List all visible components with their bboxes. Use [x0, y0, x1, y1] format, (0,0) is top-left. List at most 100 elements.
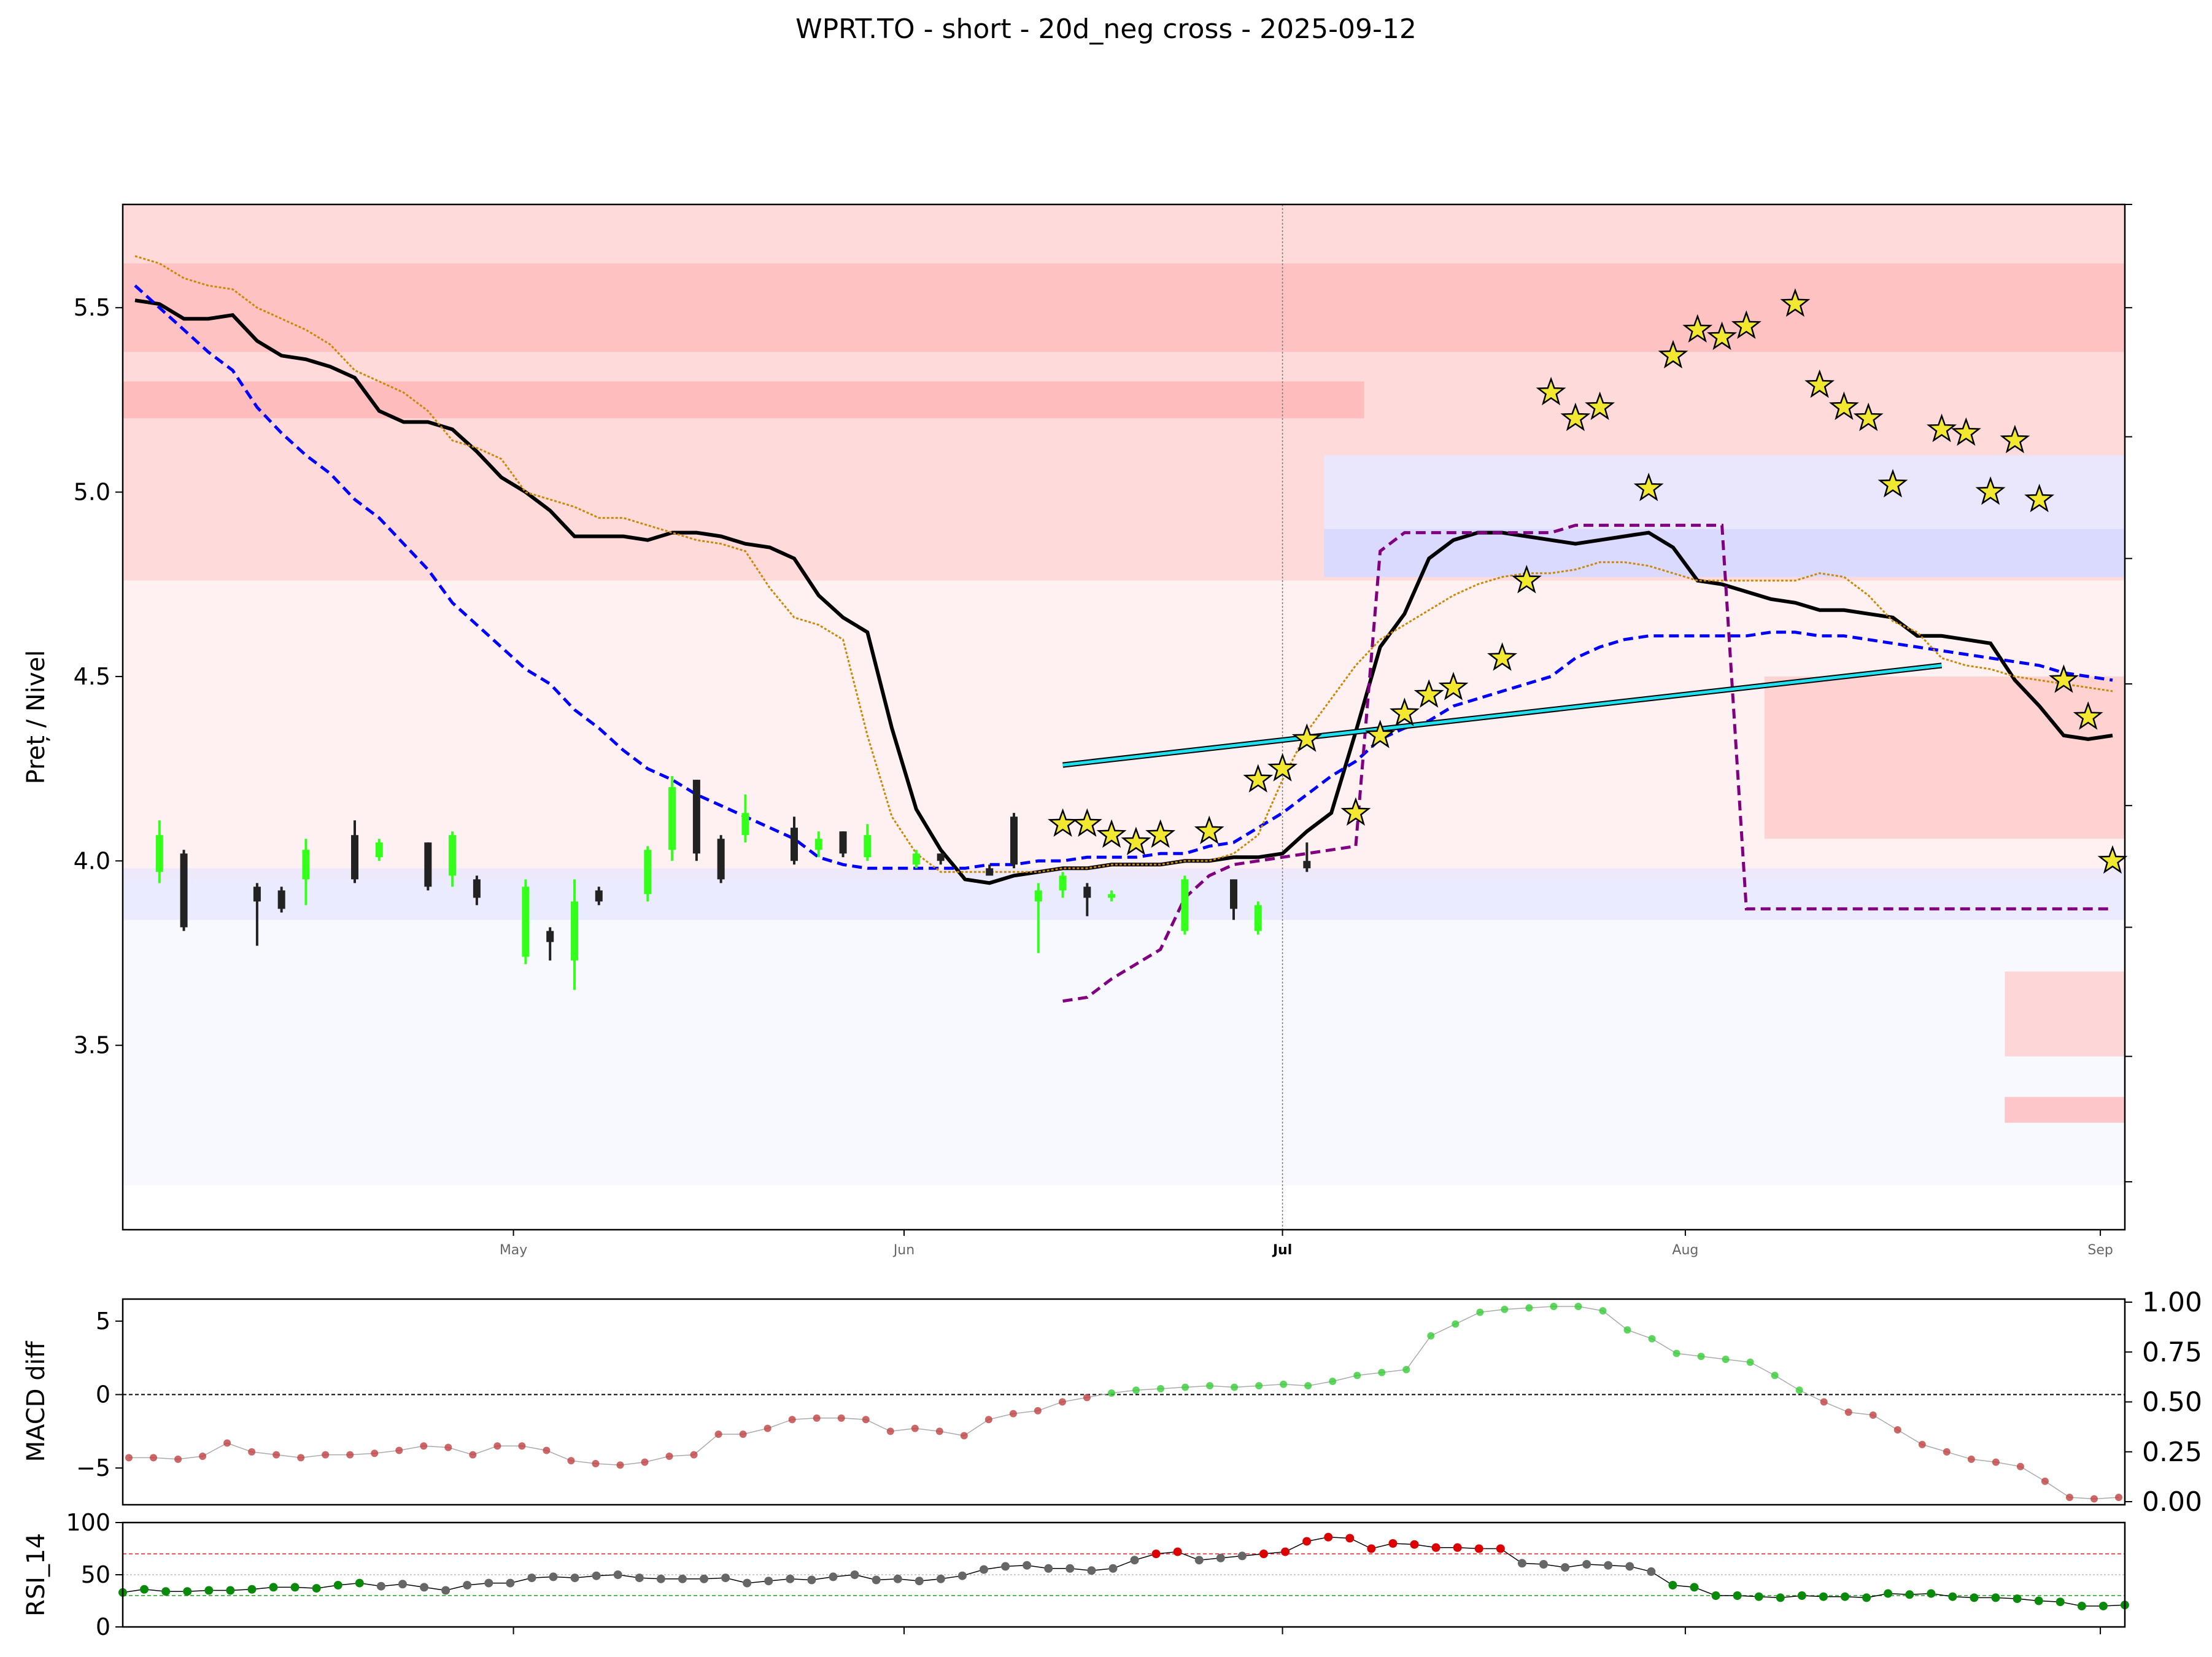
rsi-line: [122, 1537, 2125, 1607]
rsi-point: [1087, 1566, 1096, 1575]
candle-body: [522, 887, 530, 957]
rsi-point: [2013, 1594, 2022, 1604]
macd-point: [1452, 1320, 1460, 1328]
macd-point: [371, 1449, 379, 1457]
price-zone-band: [1324, 529, 2125, 577]
macd-point: [346, 1451, 354, 1459]
y-tick-label: 4.0: [74, 847, 110, 874]
macd-point: [837, 1414, 845, 1422]
rsi-point: [226, 1586, 235, 1595]
macd-point: [1550, 1302, 1558, 1310]
rsi-point: [1970, 1593, 1979, 1602]
macd-point: [2115, 1494, 2122, 1502]
rsi-point: [1324, 1532, 1333, 1542]
signal-star: [1804, 369, 1835, 398]
candle-body: [1303, 861, 1311, 869]
macd-point: [1648, 1335, 1656, 1343]
rsi-point: [807, 1575, 816, 1585]
signal-star: [1389, 697, 1420, 726]
macd-point: [788, 1416, 796, 1424]
macd-point: [960, 1432, 968, 1440]
macd-right-tick-label: 0.00: [2142, 1486, 2202, 1518]
signal-star: [1194, 815, 1224, 845]
signal-star: [1731, 310, 1761, 340]
rsi-point: [872, 1575, 881, 1585]
macd-point: [1599, 1307, 1607, 1315]
price-panel-frame: [122, 203, 2126, 1231]
signal-star: [1927, 413, 1957, 443]
rsi-point: [829, 1572, 838, 1581]
macd-point: [199, 1453, 207, 1461]
rsi-point: [1044, 1564, 1053, 1573]
rsi-point: [1216, 1553, 1225, 1562]
macd-point: [1673, 1349, 1680, 1357]
macd-point: [1231, 1383, 1239, 1391]
rsi-point: [463, 1581, 472, 1589]
rsi-point: [1819, 1592, 1828, 1601]
rsi-point: [247, 1585, 257, 1594]
rsi-point: [1754, 1592, 1763, 1601]
macd-point: [592, 1460, 600, 1467]
rsi-point: [1065, 1564, 1075, 1573]
rsi-point: [183, 1587, 192, 1596]
macd-point: [543, 1446, 551, 1454]
macd-point: [1525, 1304, 1533, 1312]
rsi-point: [1668, 1581, 1677, 1589]
macd-point: [1157, 1384, 1165, 1392]
rsi-point: [355, 1578, 364, 1588]
month-tick-label: Jul: [1272, 1243, 1292, 1258]
rsi-point: [204, 1586, 214, 1595]
macd-point: [1083, 1394, 1091, 1402]
rsi-point: [506, 1578, 515, 1588]
rsi-point: [915, 1577, 924, 1586]
trend-line: [1062, 664, 1942, 767]
price-zone-band: [2005, 1096, 2125, 1123]
rsi-point: [140, 1585, 149, 1594]
rsi-point: [1431, 1543, 1441, 1552]
macd-point: [1992, 1458, 2000, 1466]
rsi-point: [850, 1570, 859, 1579]
macd-point: [322, 1451, 330, 1459]
candle-body: [277, 890, 285, 909]
y-tick-label: 4.5: [74, 663, 110, 690]
macd-point: [1058, 1398, 1066, 1406]
series-ema_fast: [134, 284, 2113, 870]
macd-point: [567, 1457, 575, 1465]
macd-point: [1476, 1308, 1484, 1316]
price-zone-band: [123, 381, 1364, 419]
macd-right-tick-label: 0.25: [2142, 1437, 2202, 1468]
month-tick-label: Aug: [1672, 1243, 1698, 1258]
y-tick-label: 5.0: [74, 479, 110, 506]
candle-body: [912, 853, 920, 865]
candle-body: [473, 879, 481, 898]
rsi-panel: 100 50 0 RSI_14: [22, 1509, 2129, 1640]
signal-star: [2000, 424, 2030, 454]
rsi-point: [936, 1574, 945, 1583]
macd-series: [123, 1302, 2125, 1503]
candle-body: [1108, 894, 1116, 898]
macd-point: [1329, 1378, 1337, 1385]
macd-right-tick-label: 1.00: [2142, 1287, 2202, 1318]
macd-point: [1844, 1408, 1852, 1416]
macd-y-tick-label: 5: [96, 1308, 110, 1335]
rsi-point: [786, 1574, 795, 1583]
macd-point: [174, 1455, 182, 1463]
macd-point: [1501, 1305, 1509, 1313]
rsi-point: [2034, 1596, 2043, 1605]
rsi-point: [1604, 1561, 1613, 1570]
macd-point: [469, 1451, 477, 1459]
rsi-point: [1948, 1592, 1957, 1601]
macd-point: [739, 1430, 747, 1438]
macd-point: [2090, 1495, 2098, 1503]
rsi-point: [893, 1574, 902, 1583]
macd-point: [1280, 1380, 1288, 1388]
rsi-point: [1561, 1563, 1570, 1572]
candle-body: [864, 835, 872, 858]
rsi-point: [333, 1581, 342, 1589]
rsi-point: [1001, 1562, 1010, 1571]
rsi-point: [1151, 1550, 1161, 1558]
candle-body: [1059, 875, 1067, 891]
month-ticks: May Jun Jul Aug Sep: [500, 1230, 2113, 1258]
rsi-y-tick-label: 0: [96, 1613, 110, 1640]
